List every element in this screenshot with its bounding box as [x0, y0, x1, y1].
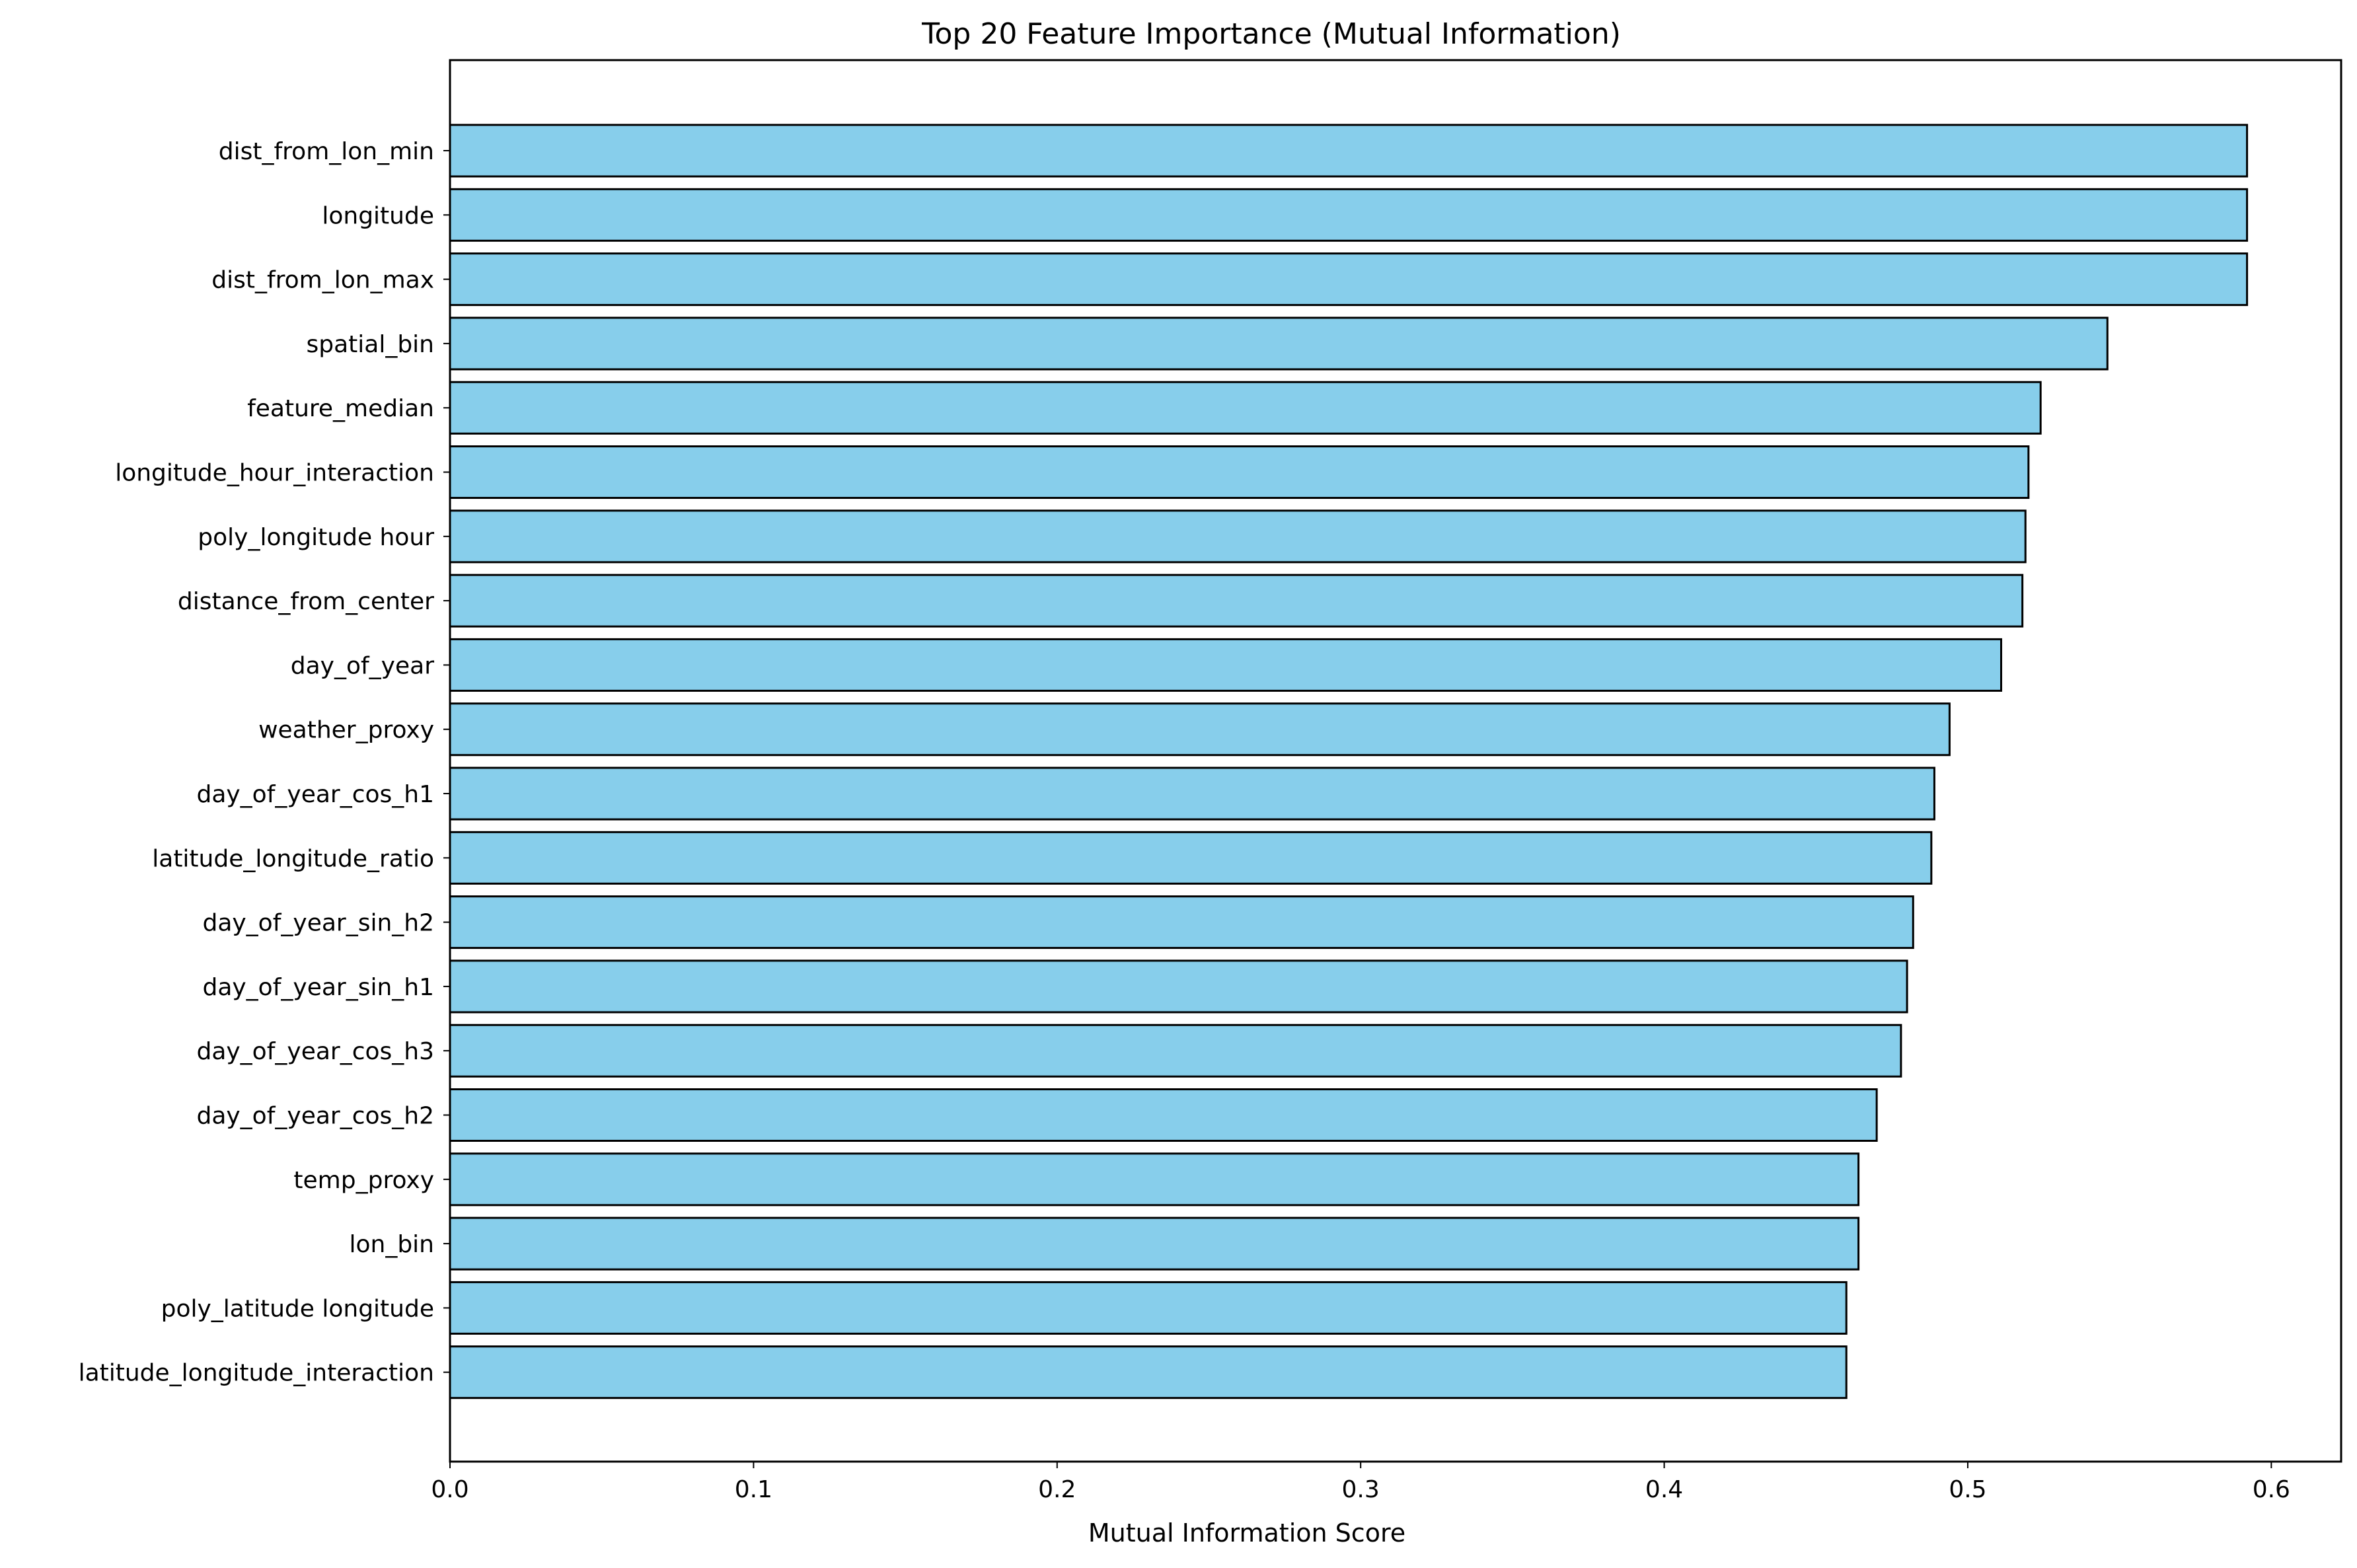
- y-tick-label: poly_latitude longitude: [161, 1295, 434, 1322]
- bar-lon-bin: [449, 1216, 1860, 1271]
- x-tick-label: 0.5: [1949, 1476, 1986, 1503]
- y-tick-label: day_of_year_cos_h1: [196, 781, 434, 808]
- bar-day-of-year-cos-h3: [449, 1024, 1902, 1078]
- y-axis-ticks: dist_from_lon_min longitude dist_from_lon_…: [79, 138, 450, 1387]
- y-tick-label: day_of_year_sin_h2: [202, 910, 434, 937]
- x-axis-ticks: 0.0 0.1 0.2 0.3 0.4 0.5 0.6: [431, 1462, 2290, 1503]
- bar-day-of-year-sin-h1: [449, 959, 1908, 1014]
- bar-latitude-longitude-ratio: [449, 831, 1933, 885]
- bar-distance-from-center: [449, 574, 2024, 628]
- y-tick-label: temp_proxy: [293, 1167, 434, 1194]
- bar-day-of-year-sin-h2: [449, 895, 1914, 950]
- chart-title: Top 20 Feature Importance (Mutual Inform…: [921, 17, 1621, 51]
- bar-day-of-year: [449, 638, 2002, 692]
- bar-feature-median: [449, 381, 2042, 435]
- bar-day-of-year-cos-h1: [449, 766, 1935, 821]
- y-tick-label: feature_median: [247, 395, 434, 422]
- y-tick-label: spatial_bin: [306, 331, 434, 358]
- x-tick-label: 0.6: [2253, 1476, 2290, 1503]
- y-tick-label: poly_longitude hour: [198, 524, 434, 551]
- y-tick-label: day_of_year_sin_h1: [202, 974, 434, 1001]
- y-tick-label: day_of_year: [291, 652, 434, 679]
- bar-temp-proxy: [449, 1152, 1860, 1207]
- y-tick-label: lon_bin: [349, 1231, 434, 1258]
- y-tick-label: dist_from_lon_max: [211, 267, 434, 294]
- y-tick-label: day_of_year_cos_h3: [196, 1038, 434, 1065]
- bar-dist-from-lon-max: [449, 252, 2249, 307]
- bar-latitude-longitude-interaction: [449, 1345, 1848, 1400]
- y-tick-label: dist_from_lon_min: [219, 138, 434, 165]
- y-tick-label: longitude_hour_interaction: [115, 460, 434, 487]
- bar-poly-longitude-hour: [449, 509, 2027, 564]
- bar-dist-from-lon-min: [449, 124, 2249, 178]
- x-tick-label: 0.0: [431, 1476, 468, 1503]
- y-tick-label: longitude: [322, 202, 434, 229]
- x-tick-label: 0.1: [735, 1476, 772, 1503]
- plot-area-frame: [449, 59, 2342, 1463]
- bar-spatial-bin: [449, 317, 2109, 371]
- bars-layer: [449, 124, 2249, 1400]
- x-tick-label: 0.2: [1038, 1476, 1076, 1503]
- y-tick-label: day_of_year_cos_h2: [196, 1103, 434, 1130]
- x-tick-label: 0.3: [1342, 1476, 1380, 1503]
- y-tick-label: weather_proxy: [258, 717, 434, 744]
- y-tick-label: distance_from_center: [178, 588, 434, 615]
- y-tick-label: latitude_longitude_interaction: [79, 1360, 434, 1387]
- bar-day-of-year-cos-h2: [449, 1088, 1878, 1142]
- bar-weather-proxy: [449, 702, 1951, 757]
- bar-longitude: [449, 188, 2249, 242]
- bar-longitude-hour-interaction: [449, 445, 2030, 499]
- bar-poly-latitude-longitude: [449, 1281, 1848, 1335]
- x-tick-label: 0.4: [1645, 1476, 1683, 1503]
- x-axis-label: Mutual Information Score: [1088, 1518, 1405, 1548]
- y-tick-label: latitude_longitude_ratio: [152, 845, 434, 872]
